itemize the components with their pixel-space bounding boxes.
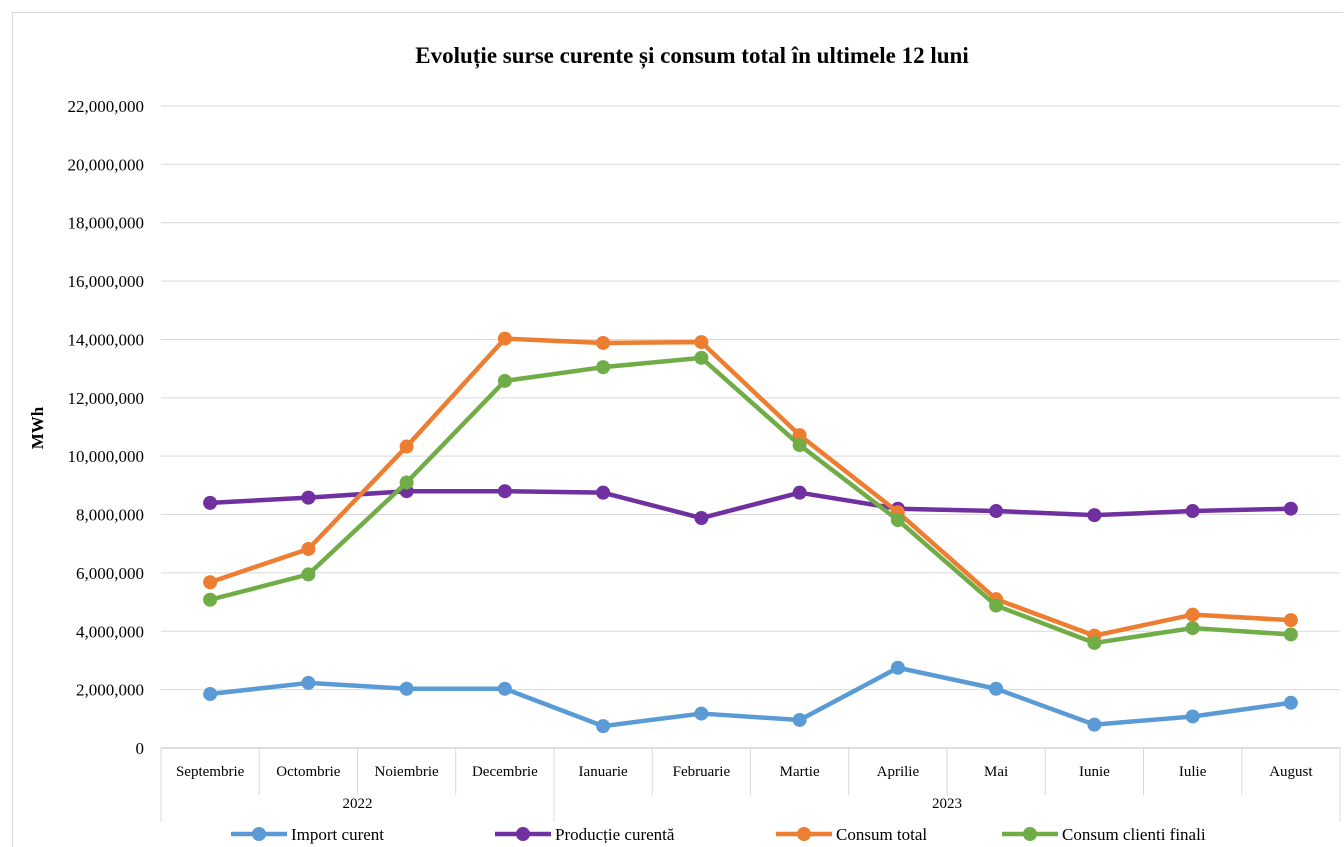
legend: Import curent Producție curentă Consum tot… [231,825,1206,844]
data-point [890,513,905,528]
data-point [1185,709,1200,724]
x-tick-label: Mai [984,764,1008,780]
x-tick-label: Septembrie [176,764,245,780]
data-point [497,484,512,499]
data-point [694,350,709,365]
y-tick-label: 6,000,000 [76,564,144,583]
series-produc-ie-curent- [203,484,1298,526]
data-point [1087,508,1102,523]
y-tick-label: 14,000,000 [68,330,145,349]
data-point [203,687,218,702]
y-tick-label: 0 [136,739,145,758]
data-point [792,485,807,500]
y-tick-label: 2,000,000 [76,681,144,700]
legend-label: Producție curentă [555,825,675,844]
series-line [207,488,1294,521]
legend-marker [1023,827,1037,841]
y-tick-label: 12,000,000 [68,389,145,408]
x-tick-label: Iulie [1179,764,1207,780]
x-tick-label: August [1269,764,1313,780]
data-point [497,331,512,346]
y-tick-label: 18,000,000 [68,214,145,233]
series-line [207,336,1294,638]
x-tick-label: Octombrie [276,764,340,780]
data-point [203,592,218,607]
data-point [203,495,218,510]
x-tick-label: Noiembrie [375,764,439,780]
data-point [1087,717,1102,732]
x-group-label: 2023 [932,796,962,812]
legend-label: Consum total [836,825,927,844]
data-point [694,335,709,350]
series-consum-total [203,331,1298,643]
gridlines: 0 2,000,000 4,000,000 6,000,000 8,000,000 10,… [68,97,1340,758]
legend-item: Consum total [776,825,927,844]
data-point [399,681,414,696]
x-tick-label: Aprilie [877,764,920,780]
data-point [1283,501,1298,516]
data-point [1283,613,1298,628]
data-point [989,681,1004,696]
series-line [207,355,1294,646]
data-point [596,719,611,734]
data-point [694,706,709,721]
legend-marker [516,827,530,841]
y-tick-label: 10,000,000 [68,447,145,466]
data-point [890,660,905,675]
data-point [989,598,1004,613]
y-tick-label: 4,000,000 [76,622,144,641]
data-point [301,675,316,690]
data-point [792,428,807,443]
data-point [989,504,1004,519]
legend-marker [252,827,266,841]
data-point [1185,621,1200,636]
chart-frame [12,12,1343,847]
data-point [596,360,611,375]
data-point [203,575,218,590]
data-point [792,712,807,727]
legend-item: Import curent [231,825,384,844]
series-import-curent [203,660,1298,734]
x-axis: Septembrie Octombrie Noiembrie Decembrie Ian… [160,747,1341,822]
legend-marker [797,827,811,841]
legend-label: Import curent [291,825,384,844]
data-point [694,511,709,526]
data-point [792,438,807,453]
y-tick-label: 20,000,000 [68,155,145,174]
data-point [1087,635,1102,650]
data-point [596,335,611,350]
data-point [1185,607,1200,622]
data-point [497,681,512,696]
data-point [1185,504,1200,519]
data-point [1283,627,1298,642]
legend-item: Consum clienti finali [1002,825,1206,844]
data-point [399,475,414,490]
x-tick-label: Iunie [1079,764,1110,780]
x-tick-label: Martie [780,764,820,780]
data-point [399,439,414,454]
data-point [596,485,611,500]
y-tick-label: 22,000,000 [68,97,145,116]
data-point [301,541,316,556]
series-layer [203,331,1298,734]
y-tick-label: 8,000,000 [76,506,144,525]
legend-item: Producție curentă [495,825,675,844]
x-group-label: 2022 [343,796,373,812]
series-line [207,665,1294,729]
x-tick-label: Februarie [673,764,731,780]
data-point [301,567,316,582]
y-axis-label: MWh [28,406,47,449]
legend-label: Consum clienti finali [1062,825,1206,844]
data-point [497,373,512,388]
data-point [1283,695,1298,710]
x-tick-label: Ianuarie [579,764,628,780]
series-consum-clienti-finali [203,350,1298,650]
x-tick-label: Decembrie [472,764,538,780]
chart-title: Evoluție surse curente și consum total î… [415,43,969,69]
data-point [301,490,316,505]
y-tick-label: 16,000,000 [68,272,145,291]
